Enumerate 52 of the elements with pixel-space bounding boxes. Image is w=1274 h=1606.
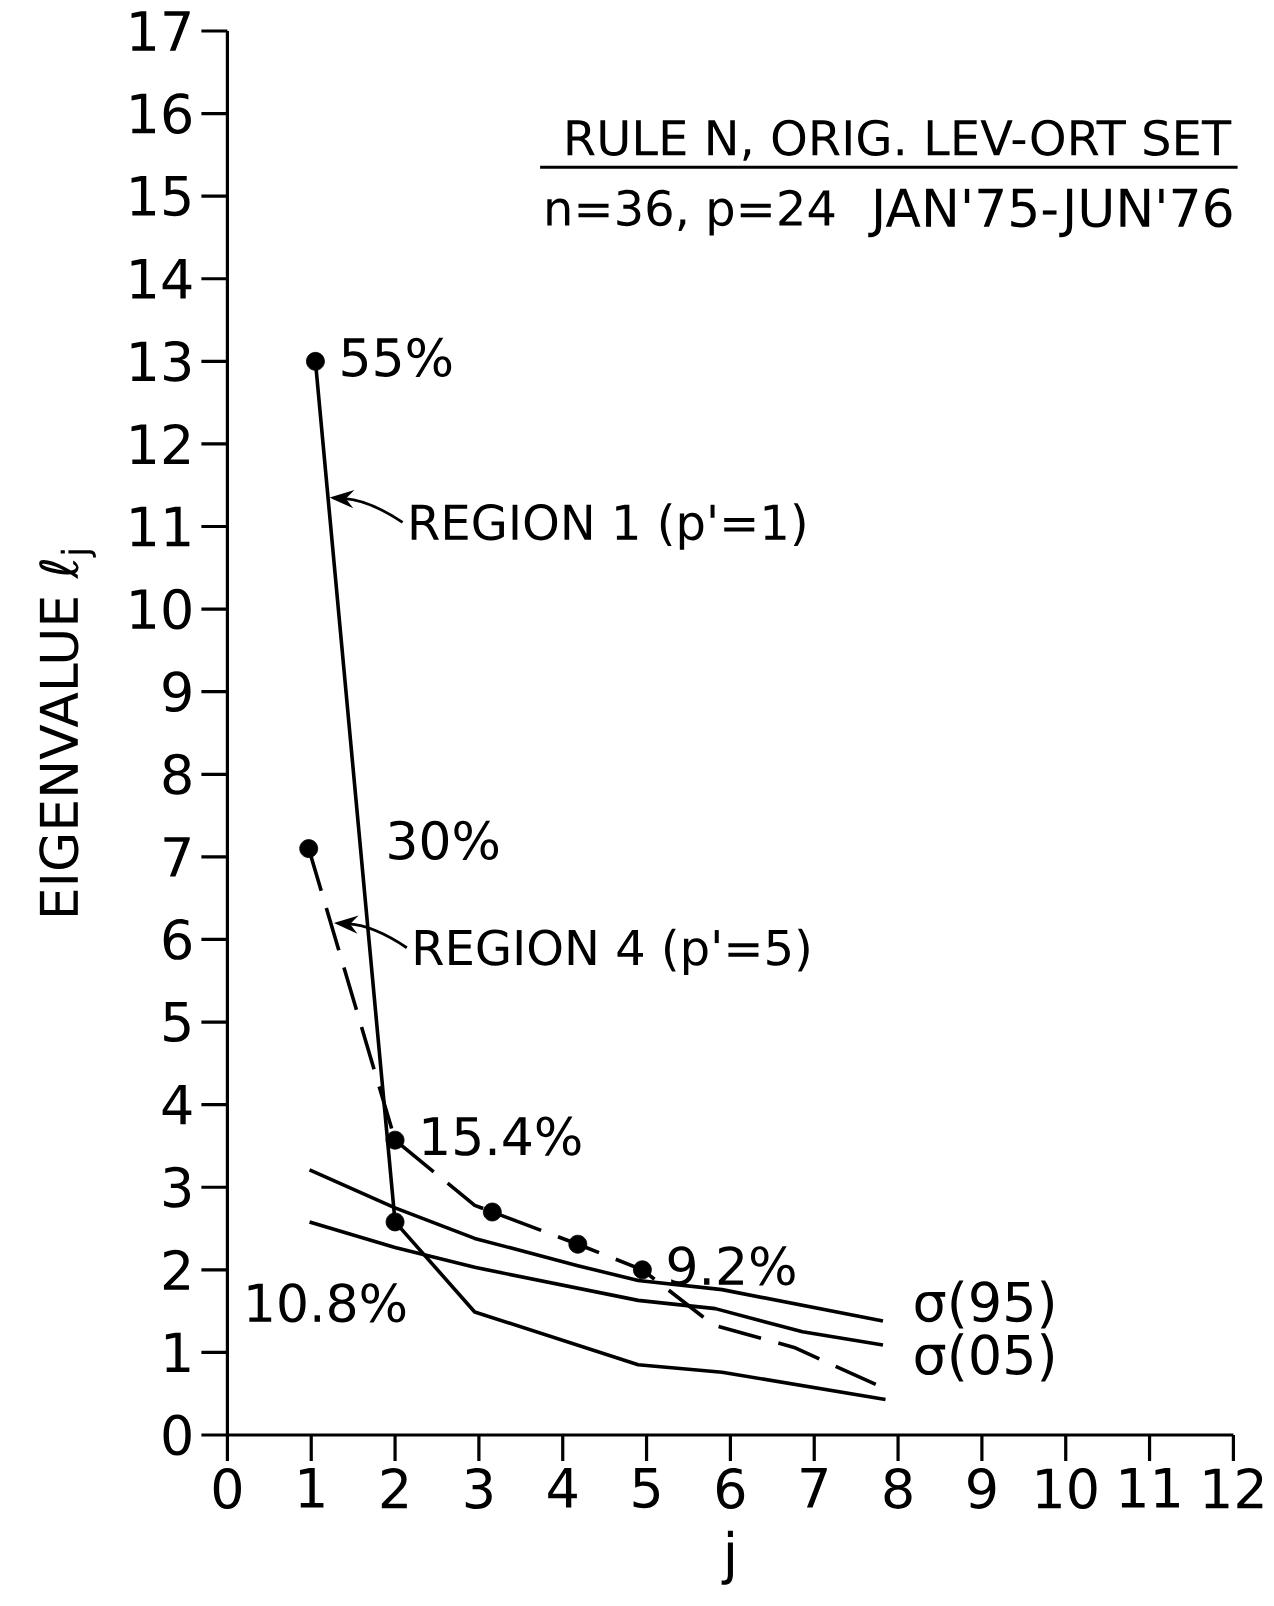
x-axis-title: j [721,1530,733,1585]
y-tick-label: 8 [163,753,191,795]
y-tick-label: 3 [163,1166,190,1208]
point [299,839,318,859]
y-tick-label: 2 [163,1249,189,1290]
annotation: 10.8% [248,1283,405,1323]
annotation: 55% [342,337,451,377]
annotation: REGION 4 (p'=5) [415,928,809,976]
y-axis-title: EIGENVALUE ℓ$_{j}$ [38,550,96,916]
x-tick-label: 8 [884,1468,912,1509]
y-tick-label: 5 [163,1001,190,1043]
y-tick-label: 10 [131,588,191,630]
y-tick-label: 17 [131,11,190,51]
x-tick-label: 4 [547,1468,577,1508]
point [305,351,325,371]
y-tick-label: 11 [131,506,190,547]
x-tick-label: 1 [299,1468,324,1508]
point [385,1212,405,1232]
annotation: 30% [389,820,498,861]
text: n=36, p=24 [547,189,835,236]
x-tick-label: 2 [381,1468,407,1509]
point [385,1130,405,1150]
y-tick-label: 4 [162,1084,192,1125]
series-label: σ(95) [915,1280,1053,1329]
y-tick-label: 14 [131,259,192,299]
point [568,1234,588,1254]
x-tick-label: 6 [716,1468,744,1509]
x-tick-label: 3 [465,1468,492,1509]
x-tick-label: 10 [1037,1468,1097,1509]
y-tick-label: 9 [163,671,191,713]
x-tick-label: 0 [213,1468,241,1509]
x-tick-label: 12 [1204,1468,1263,1509]
point [482,1202,502,1222]
annotation: 9.2% [668,1246,795,1286]
y-tick-label: 1 [165,1332,190,1373]
y-tick-label: 7 [164,837,190,877]
annotation: JAN'75-JUN'76 [868,188,1232,238]
y-tick-label: 12 [131,423,189,464]
point [632,1260,652,1280]
annotation: 15.4% [423,1116,581,1156]
y-tick-label: 13 [131,340,190,382]
series-label: σ(05) [915,1333,1053,1382]
y-tick-label: 15 [131,176,190,217]
x-tick-label: 5 [633,1468,659,1509]
y-tick-label: 16 [131,93,191,134]
text: RULE N, ORIG. LEV-ORT SET [567,119,1232,161]
annotation: REGION 1 (p'=1) [411,503,805,550]
x-tick-label: 7 [801,1468,827,1508]
y-tick-label: 0 [163,1414,191,1456]
x-tick-label: 9 [967,1468,996,1509]
x-tick-label: 11 [1120,1468,1179,1508]
y-tick-label: 6 [163,919,191,960]
